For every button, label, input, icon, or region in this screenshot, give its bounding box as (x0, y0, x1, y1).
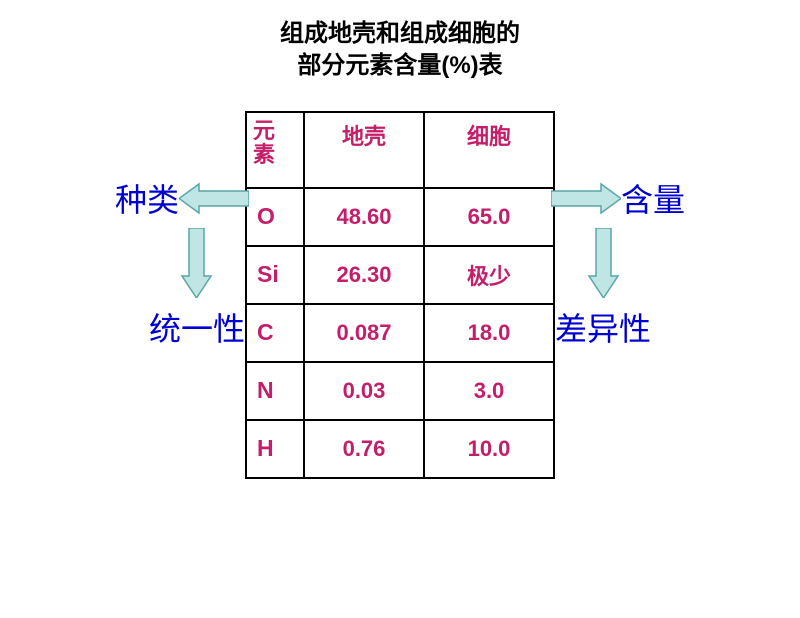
left-annotations: 种类 统一性 (55, 95, 245, 495)
slide-title: 组成地壳和组成细胞的 部分元素含量(%)表 (0, 18, 800, 83)
header-element: 元素 (246, 112, 304, 188)
cell-element: N (246, 362, 304, 420)
table-row: N 0.03 3.0 (246, 362, 554, 420)
arrow-down-right-icon (586, 228, 621, 298)
cell-element: Si (246, 246, 304, 304)
cell-cell: 65.0 (424, 188, 554, 246)
cell-cell: 10.0 (424, 420, 554, 478)
right-top-label: 含量 (621, 175, 685, 221)
arrow-down-left-icon (179, 228, 214, 298)
cell-crust: 0.76 (304, 420, 424, 478)
cell-crust: 48.60 (304, 188, 424, 246)
cell-element: H (246, 420, 304, 478)
table-row: O 48.60 65.0 (246, 188, 554, 246)
element-table: 元素 地壳 细胞 O 48.60 65.0 Si 26.30 极少 C 0.08… (245, 111, 555, 479)
cell-element: O (246, 188, 304, 246)
arrow-right-icon (551, 181, 621, 216)
right-annotations: 含量 差异性 (555, 95, 745, 495)
header-crust: 地壳 (304, 112, 424, 188)
cell-crust: 26.30 (304, 246, 424, 304)
title-line-2: 部分元素含量(%)表 (0, 50, 800, 82)
right-bottom-label: 差异性 (555, 304, 651, 350)
title-line-1: 组成地壳和组成细胞的 (0, 18, 800, 50)
cell-cell: 18.0 (424, 304, 554, 362)
table-row: C 0.087 18.0 (246, 304, 554, 362)
arrow-left-icon (179, 181, 249, 216)
content-row: 种类 统一性 元素 地壳 细胞 (0, 95, 800, 495)
cell-crust: 0.03 (304, 362, 424, 420)
cell-crust: 0.087 (304, 304, 424, 362)
cell-cell: 3.0 (424, 362, 554, 420)
left-bottom-label: 统一性 (149, 304, 245, 350)
cell-cell: 极少 (424, 246, 554, 304)
table-row: H 0.76 10.0 (246, 420, 554, 478)
header-cell: 细胞 (424, 112, 554, 188)
cell-element: C (246, 304, 304, 362)
left-top-label: 种类 (115, 175, 179, 221)
table-header-row: 元素 地壳 细胞 (246, 112, 554, 188)
table-row: Si 26.30 极少 (246, 246, 554, 304)
